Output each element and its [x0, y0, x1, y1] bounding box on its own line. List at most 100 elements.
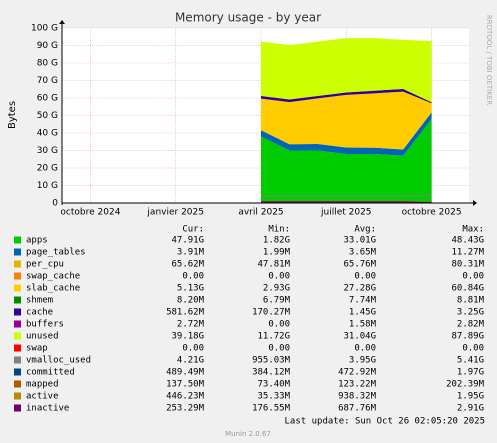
stat-value: 39.18G	[171, 332, 204, 342]
table-header: Avg:	[354, 225, 376, 235]
stat-value: 1.82G	[263, 236, 290, 246]
stat-value: 581.62M	[166, 308, 205, 318]
stat-value: 47.81M	[257, 260, 290, 270]
y-tick-label: 80 G	[37, 59, 58, 69]
legend-label: per_cpu	[26, 260, 64, 270]
line-inactive	[261, 201, 432, 204]
stat-value: 489.49M	[166, 368, 205, 378]
stat-value: 31.04G	[343, 332, 376, 342]
stat-value: 11.27M	[451, 248, 484, 258]
y-tick-label: 10 G	[37, 181, 58, 191]
stat-value: 176.55M	[252, 404, 291, 414]
legend-swatch	[14, 356, 21, 364]
stat-value: 0.00	[462, 272, 484, 282]
stat-value: 7.74M	[349, 296, 377, 306]
legend-swatch	[14, 308, 21, 316]
stat-value: 955.03M	[252, 356, 291, 366]
legend-table: Cur: Min: Avg: Max: apps 47.91G 1.82G 33.01G 48.…	[14, 225, 485, 414]
stat-value: 0.00	[268, 320, 290, 330]
stat-value: 1.45G	[349, 308, 376, 318]
area-slab_cache	[261, 91, 432, 150]
stat-value: 202.39M	[446, 380, 485, 390]
stat-value: 123.22M	[338, 380, 377, 390]
legend-label: buffers	[26, 320, 64, 330]
stat-value: 5.41G	[457, 356, 484, 366]
y-tick-label: 40 G	[37, 129, 58, 139]
stat-value: 65.76M	[343, 260, 376, 270]
stat-value: 5.13G	[177, 284, 204, 294]
stat-value: 1.99M	[263, 248, 291, 258]
y-axis-arrow	[59, 20, 65, 24]
stat-value: 137.50M	[166, 380, 205, 390]
stat-value: 2.82M	[457, 320, 485, 330]
grid: 0 10 G 20 G 30 G 40 G 50 G 60 G 70 G 80 G 90 G 100…	[31, 24, 469, 218]
stat-value: 0.00	[182, 344, 204, 354]
legend-label: page_tables	[26, 248, 86, 258]
legend-swatch	[14, 296, 21, 304]
stat-value: 472.92M	[338, 368, 377, 378]
table-header: Min:	[268, 225, 290, 235]
stat-value: 6.79M	[263, 296, 291, 306]
plot	[260, 38, 432, 204]
version: Munin 2.0.67	[225, 430, 271, 438]
stat-value: 0.00	[268, 272, 290, 282]
x-tick-label: juillet 2025	[320, 208, 372, 218]
stat-value: 253.29M	[166, 404, 205, 414]
y-tick-label: 0	[52, 199, 58, 209]
stat-value: 48.43G	[451, 236, 484, 246]
table-header: Cur:	[182, 225, 204, 235]
stat-value: 8.20M	[177, 296, 205, 306]
legend-swatch	[14, 248, 21, 256]
stat-value: 0.00	[462, 344, 484, 354]
y-tick-label: 50 G	[37, 111, 58, 121]
legend-label: inactive	[26, 404, 69, 414]
legend-label: unused	[26, 332, 59, 342]
legend-label: shmem	[26, 296, 53, 306]
stat-value: 27.28G	[343, 284, 376, 294]
legend-swatch	[14, 320, 21, 328]
legend-label: cache	[26, 308, 53, 318]
stat-value: 0.00	[354, 272, 376, 282]
legend-swatch	[14, 368, 21, 376]
legend-label: active	[26, 392, 59, 402]
stat-value: 60.84G	[451, 284, 484, 294]
legend-swatch	[14, 380, 21, 388]
stat-value: 65.62M	[171, 260, 204, 270]
legend-swatch	[14, 272, 21, 280]
legend-label: mapped	[26, 380, 59, 390]
legend-swatch	[14, 284, 21, 292]
legend-label: swap_cache	[26, 272, 80, 282]
legend-swatch	[14, 236, 21, 244]
stat-value: 170.27M	[252, 308, 291, 318]
x-tick-label: avril 2025	[238, 208, 283, 218]
legend-swatch	[14, 332, 21, 340]
stat-value: 8.81M	[457, 296, 485, 306]
chart-title: Memory usage - by year	[175, 11, 321, 25]
y-axis-label: Bytes	[7, 101, 18, 129]
stat-value: 33.01G	[343, 236, 376, 246]
stat-value: 384.12M	[252, 368, 291, 378]
y-tick-label: 70 G	[37, 76, 58, 86]
stat-value: 3.25G	[457, 308, 484, 318]
y-tick-label: 20 G	[37, 164, 58, 174]
stat-value: 4.21G	[177, 356, 204, 366]
stat-value: 687.76M	[338, 404, 377, 414]
x-tick-label: janvier 2025	[146, 208, 204, 218]
stat-value: 3.65M	[349, 248, 377, 258]
stat-value: 3.95G	[349, 356, 376, 366]
stat-value: 2.72M	[177, 320, 205, 330]
legend-label: committed	[26, 368, 75, 378]
stat-value: 87.89G	[451, 332, 484, 342]
watermark: RRDTOOL / TOBI OETIKER	[485, 15, 493, 105]
x-tick-label: octobre 2024	[60, 208, 120, 218]
stat-value: 938.32M	[338, 392, 377, 402]
y-tick-label: 60 G	[37, 94, 58, 104]
stat-value: 2.93G	[263, 284, 290, 294]
stat-value: 1.95G	[457, 392, 484, 402]
legend-swatch	[14, 392, 21, 400]
area-page_tables	[261, 112, 432, 156]
stat-value: 3.91M	[177, 248, 205, 258]
x-axis-arrow	[473, 200, 477, 206]
legend-swatch	[14, 344, 21, 352]
